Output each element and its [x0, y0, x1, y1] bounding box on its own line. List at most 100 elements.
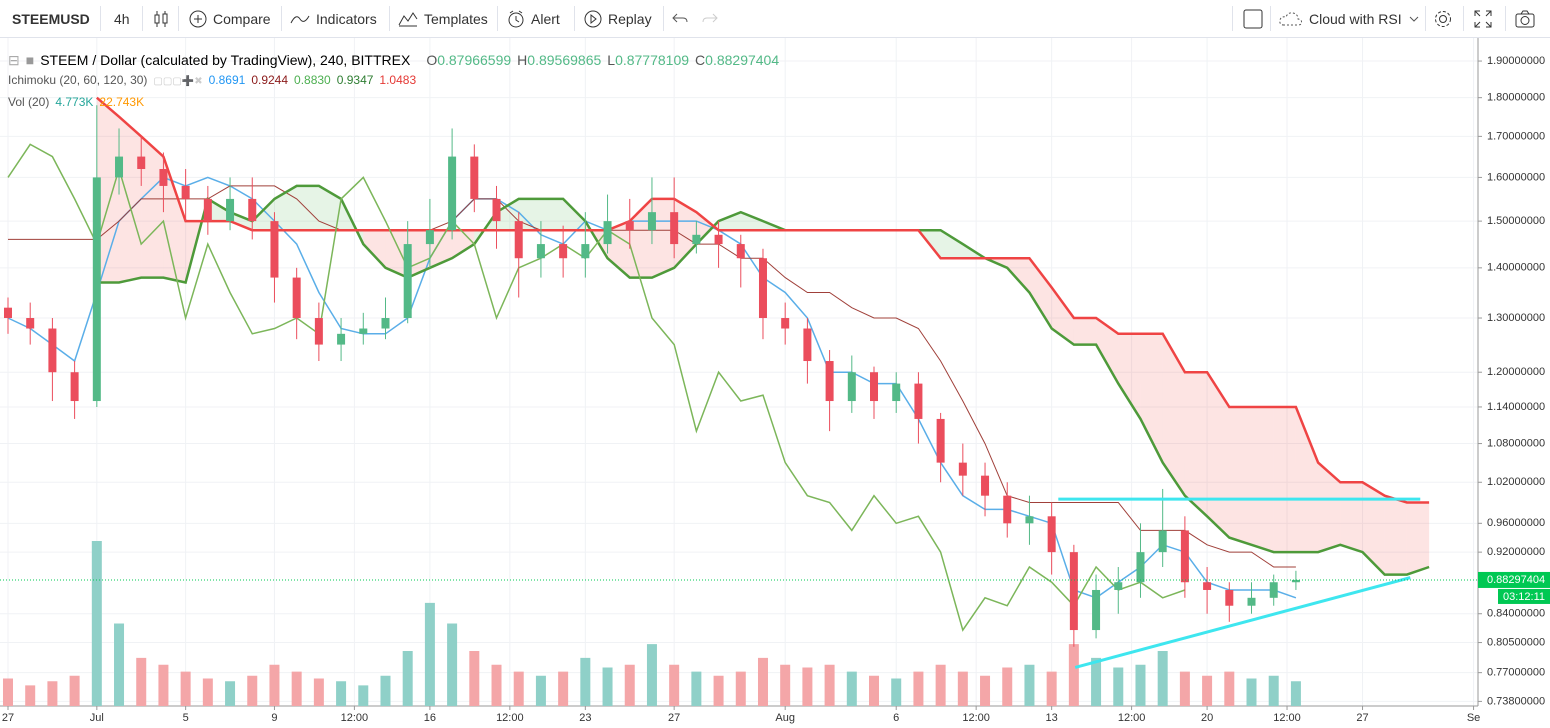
cloud — [96, 97, 120, 283]
candle-body — [936, 418, 945, 463]
redo-button[interactable] — [702, 0, 718, 37]
cloud — [1184, 372, 1208, 517]
x-tick-label: 20 — [1201, 712, 1213, 724]
ohlc-values: O0.87966599 H0.89569865 L0.87778109 C0.8829… — [426, 52, 785, 68]
undo-button[interactable] — [672, 0, 688, 37]
alert-button[interactable]: Alert — [507, 0, 560, 37]
volume-bar — [1224, 671, 1235, 706]
volume-bar — [980, 675, 991, 706]
symbol[interactable]: STEEMUSD — [12, 10, 90, 27]
candle-body — [492, 198, 501, 222]
candle-body — [137, 156, 146, 170]
chart-title: STEEM / Dollar (calculated by TradingVie… — [40, 52, 411, 68]
legend-row: ⊟ ■ STEEM / Dollar (calculated by TradingV… — [8, 50, 791, 70]
candle-body — [914, 383, 923, 419]
cloud — [496, 198, 519, 231]
settings-button[interactable] — [1433, 0, 1453, 37]
volume-bar — [491, 664, 502, 706]
volume-bar — [202, 678, 213, 706]
candle-body — [314, 318, 323, 345]
volume-bar — [824, 664, 835, 706]
templates-label: Templates — [424, 10, 488, 27]
select-checkbox[interactable] — [1243, 0, 1263, 37]
volume-bar — [69, 675, 80, 706]
cloud — [119, 116, 142, 283]
volume-bar — [624, 664, 635, 706]
last-price-label: 0.88297404 — [1487, 574, 1545, 586]
volume-bar — [513, 671, 524, 706]
candle-body — [603, 221, 612, 245]
interval[interactable]: 4h — [114, 10, 130, 27]
volume-bar — [1157, 651, 1168, 706]
volume-legend: Vol (20) 4.773K 22.743K — [8, 92, 791, 112]
candle-body — [425, 230, 434, 245]
candle-body — [448, 156, 457, 231]
x-tick-label: Se — [1467, 712, 1480, 724]
x-tick-label: Aug — [775, 712, 795, 724]
volume-bar — [602, 667, 613, 706]
cloud — [1140, 333, 1163, 463]
fullscreen-button[interactable] — [1474, 0, 1492, 37]
compare-button[interactable]: Compare — [189, 0, 271, 37]
cloud — [1029, 258, 1052, 329]
candle-body — [1025, 516, 1034, 524]
legend-buttons[interactable]: ▢▢▢➕✖ — [153, 76, 203, 87]
volume-bar — [846, 671, 857, 706]
ohlc-value: 0.87778109 — [615, 52, 690, 68]
volume-bar — [535, 675, 546, 706]
volume-bar — [1290, 681, 1301, 706]
cloud — [1073, 318, 1097, 345]
candle-body — [292, 277, 301, 319]
volume-bar — [1046, 671, 1057, 706]
ichimoku-value: 0.8691 — [208, 73, 246, 87]
cloud — [563, 198, 586, 231]
volume-bar — [447, 623, 458, 706]
cloud — [363, 230, 386, 268]
volume-bar — [2, 678, 13, 706]
x-tick-label: 12:00 — [341, 712, 369, 724]
volume-value: 4.773K — [55, 95, 94, 109]
candle-body — [958, 462, 967, 476]
indicators-button[interactable]: Indicators — [290, 0, 377, 37]
alert-label: Alert — [531, 10, 560, 27]
candle-body — [181, 185, 190, 199]
cloud — [1251, 406, 1274, 553]
cloud — [696, 212, 719, 245]
layout-menu[interactable]: Cloud with RSI — [1279, 0, 1420, 37]
volume-bar — [25, 685, 36, 706]
chart-style[interactable] — [152, 0, 170, 37]
replay-button[interactable]: Replay — [584, 0, 652, 37]
candle-body — [337, 333, 346, 345]
volume-bar — [291, 671, 302, 706]
ohlc-value: 0.89569865 — [527, 52, 602, 68]
candle-body — [115, 156, 124, 178]
countdown-box — [1498, 588, 1550, 604]
volume-bar — [1002, 667, 1013, 706]
snapshot-button[interactable] — [1515, 0, 1535, 37]
cloud — [718, 212, 741, 231]
candle-body — [1291, 579, 1300, 583]
toolbar: STEEMUSD 4h Compare Indicators Templates… — [0, 0, 1550, 38]
ichimoku-legend: Ichimoku (20, 60, 120, 30) ▢▢▢➕✖ 0.8691 0.9… — [8, 70, 791, 92]
templates-button[interactable]: Templates — [398, 0, 488, 37]
candle-body — [1092, 589, 1101, 631]
volume-bar — [935, 664, 946, 706]
candle-body — [670, 212, 679, 245]
ichimoku-value: 0.9244 — [251, 73, 289, 87]
candle-body — [226, 198, 235, 222]
candle-body — [381, 318, 390, 329]
x-tick-label: 16 — [424, 712, 436, 724]
candle-body — [758, 258, 767, 319]
cloud — [1273, 406, 1296, 553]
countdown-label: 03:12:11 — [1503, 591, 1545, 603]
volume-bar — [91, 541, 102, 706]
y-tick-label: 1.50000000 — [1487, 215, 1545, 227]
volume-bar — [580, 657, 591, 706]
candle-body — [536, 244, 545, 259]
cloud — [207, 198, 231, 222]
cloud — [1340, 482, 1363, 553]
cloud — [540, 198, 564, 231]
candle-body — [581, 244, 590, 259]
candle-body — [714, 234, 723, 245]
